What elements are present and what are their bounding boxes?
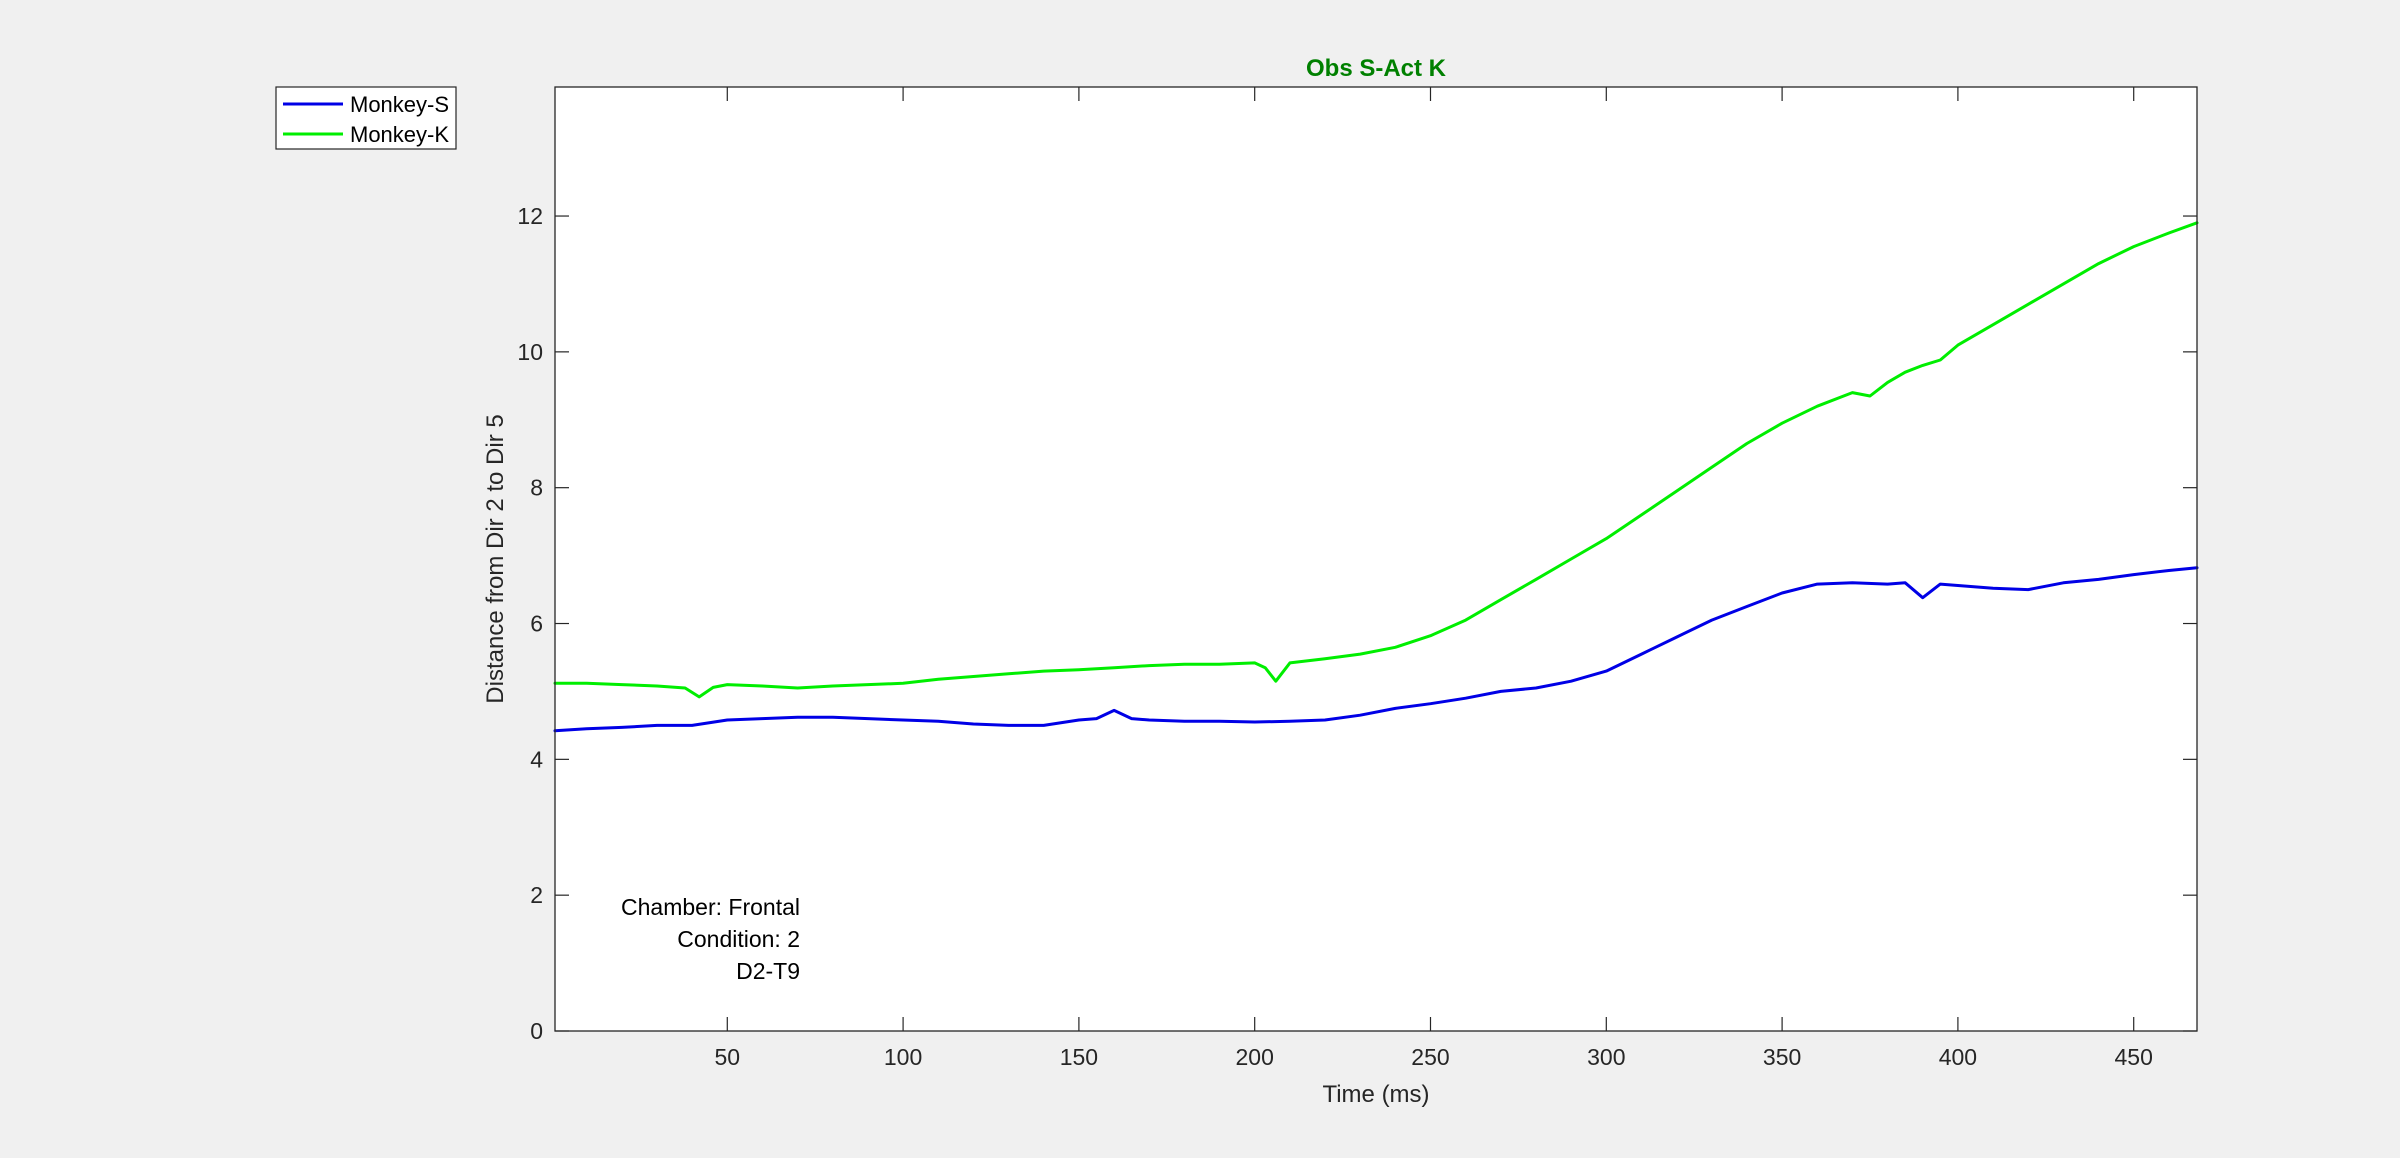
y-tick-label: 8	[530, 475, 543, 501]
x-tick-label: 450	[2115, 1044, 2153, 1070]
y-tick-label: 2	[530, 882, 543, 908]
x-tick-label: 250	[1411, 1044, 1449, 1070]
y-tick-label: 10	[517, 339, 543, 365]
x-tick-label: 100	[884, 1044, 922, 1070]
y-tick-label: 0	[530, 1018, 543, 1044]
plot-area	[555, 87, 2197, 1031]
annotation-condition: Condition: 2	[677, 926, 800, 952]
x-tick-label: 150	[1060, 1044, 1098, 1070]
x-axis-label: Time (ms)	[1322, 1081, 1429, 1108]
axes-box	[554, 86, 2198, 1032]
x-tick-label: 300	[1587, 1044, 1625, 1070]
legend[interactable]: Monkey-S Monkey-K	[275, 86, 457, 150]
x-tick-label: 200	[1236, 1044, 1274, 1070]
annotation: Chamber: Frontal Condition: 2 D2-T9	[621, 894, 800, 984]
axis-ticks: 50 100 150 200 250 300 350 400 450 0 2 4 6 8 10 12	[517, 87, 2197, 1070]
x-tick-label: 400	[1939, 1044, 1977, 1070]
annotation-chamber: Chamber: Frontal	[621, 894, 800, 920]
x-tick-label: 50	[714, 1044, 740, 1070]
legend-label-monkey-s: Monkey-S	[350, 92, 449, 117]
legend-label-monkey-k: Monkey-K	[350, 122, 449, 147]
chart-title: Obs S-Act K	[1306, 55, 1447, 82]
y-axis-label: Distance from Dir 2 to Dir 5	[482, 414, 509, 703]
data-lines	[553, 221, 2199, 733]
series-line-monkey-s	[553, 566, 2199, 733]
annotation-trial: D2-T9	[736, 958, 800, 984]
x-tick-label: 350	[1763, 1044, 1801, 1070]
legend-box	[275, 86, 457, 150]
y-tick-label: 6	[530, 611, 543, 637]
series-line-monkey-k	[553, 221, 2199, 699]
y-tick-label: 12	[517, 203, 543, 229]
y-tick-label: 4	[530, 746, 543, 772]
